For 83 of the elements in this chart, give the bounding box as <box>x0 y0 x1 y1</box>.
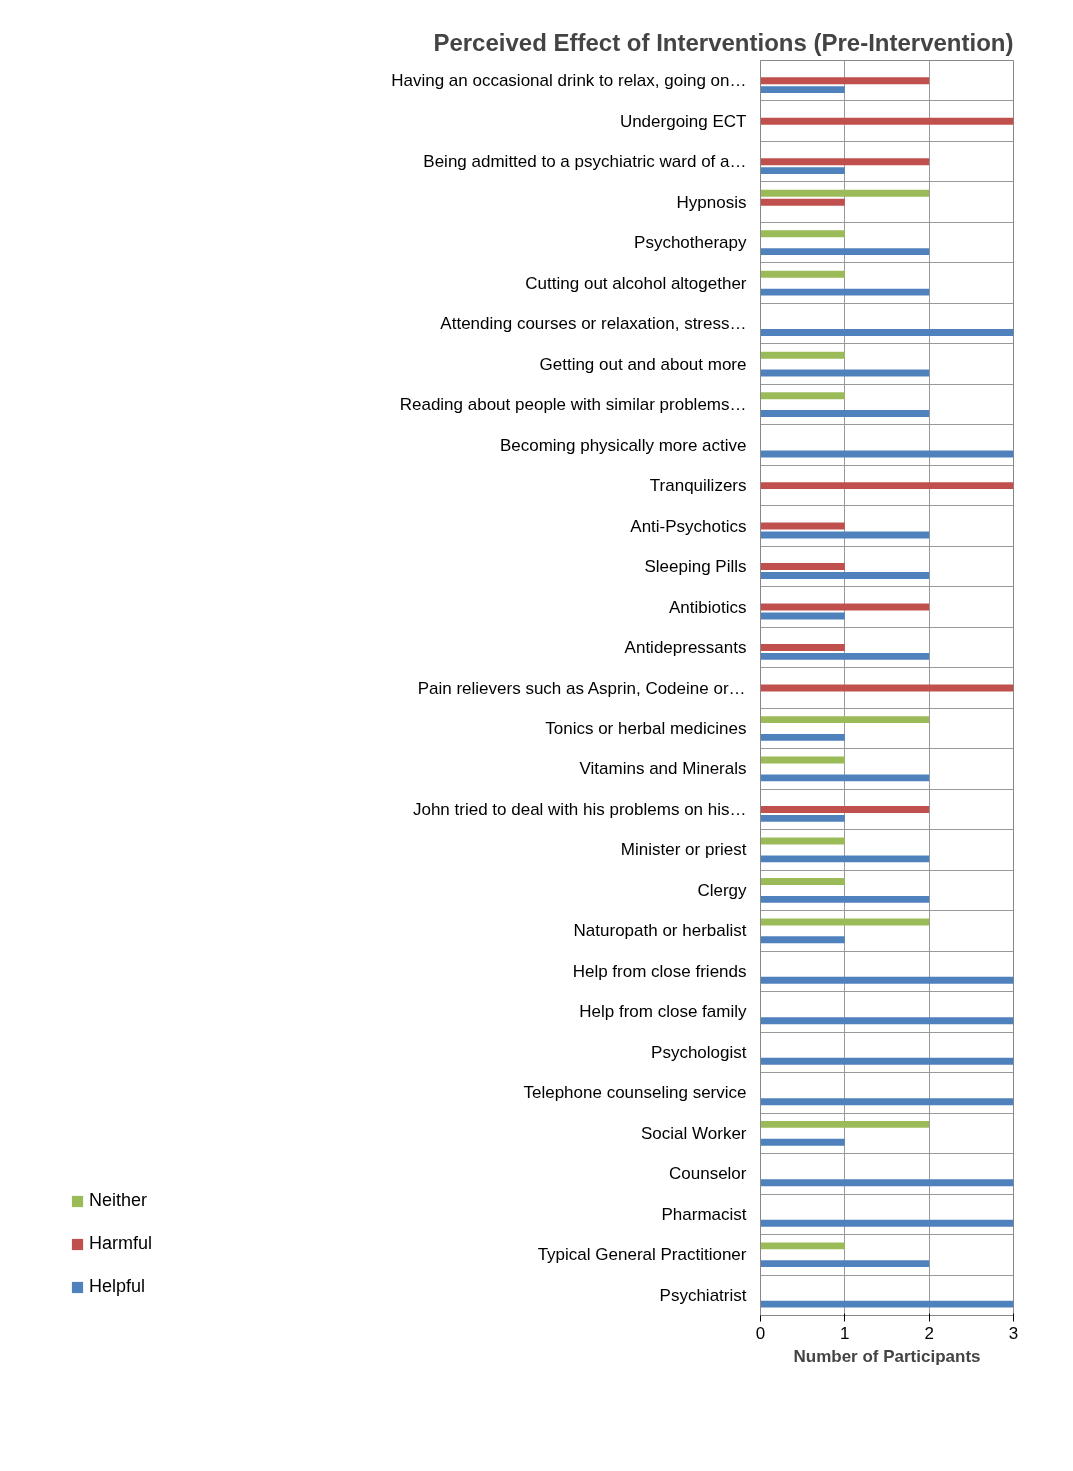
legend-label: Harmful <box>89 1233 153 1254</box>
y-tick-label: Help from close family <box>579 1002 747 1022</box>
bar <box>760 1242 845 1250</box>
y-tick-label: Hypnosis <box>676 192 747 212</box>
y-tick-label: Telephone counseling service <box>523 1083 747 1103</box>
y-tick-label: Undergoing ECT <box>619 111 747 131</box>
y-tick-label: Typical General Practitioner <box>537 1245 747 1265</box>
bar <box>760 756 845 764</box>
y-tick-label: Becoming physically more active <box>499 435 747 455</box>
bar <box>760 1260 930 1268</box>
y-tick-label: Clergy <box>697 880 747 900</box>
y-tick-label: Social Worker <box>641 1123 747 1143</box>
y-tick-label: Reading about people with similar problems… <box>399 395 747 415</box>
bar <box>760 1098 1014 1106</box>
y-tick-label: Counselor <box>669 1164 747 1184</box>
bar <box>760 158 930 166</box>
bar <box>760 855 930 863</box>
x-tick-label: 1 <box>840 1323 850 1343</box>
bar <box>760 814 845 822</box>
bar <box>760 652 930 660</box>
y-tick-label: Having an occasional drink to relax, going on… <box>391 71 747 91</box>
bar <box>760 189 930 197</box>
legend-label: Neither <box>89 1190 148 1211</box>
y-tick-label: Getting out and about more <box>539 354 747 374</box>
bar <box>760 329 1014 336</box>
bar <box>760 1120 930 1128</box>
bar <box>760 86 845 94</box>
bar <box>760 1300 1014 1308</box>
bar <box>760 117 1014 125</box>
bar <box>760 1017 1014 1025</box>
bar <box>760 77 930 85</box>
legend-label: Helpful <box>89 1276 146 1297</box>
bar <box>760 976 1014 984</box>
bar <box>760 895 930 903</box>
bar <box>760 572 930 579</box>
chart-title: Perceived Effect of Interventions (Pre-Intervention) <box>433 28 1014 56</box>
bar <box>760 351 845 359</box>
y-tick-label: Sleeping Pills <box>644 557 747 577</box>
bar <box>760 198 845 206</box>
y-tick-label: Naturopath or herbalist <box>573 921 747 941</box>
bar <box>760 522 845 530</box>
bar <box>760 167 845 175</box>
y-tick-label: Pharmacist <box>661 1204 747 1224</box>
bar <box>760 612 845 620</box>
y-tick-label: Help from close friends <box>572 961 747 981</box>
bar <box>760 563 845 570</box>
bar <box>760 716 930 724</box>
y-tick-label: Antidepressants <box>624 638 747 658</box>
bar <box>760 392 845 400</box>
y-tick-label: John tried to deal with his problems on his… <box>412 799 747 819</box>
bar <box>760 774 930 782</box>
y-tick-label: Anti-Psychotics <box>630 516 747 536</box>
bar <box>760 1179 1014 1187</box>
y-tick-label: Vitamins and Minerals <box>579 759 747 779</box>
bar <box>760 410 930 417</box>
x-tick-label: 2 <box>924 1323 934 1343</box>
y-tick-label: Psychotherapy <box>634 233 747 253</box>
x-tick-label: 0 <box>755 1323 766 1343</box>
bar <box>760 482 1014 490</box>
bar <box>760 288 930 296</box>
y-tick-label: Being admitted to a psychiatric ward of a… <box>423 152 747 172</box>
bar <box>760 644 845 651</box>
y-tick-label: Cutting out alcohol altogether <box>525 273 747 293</box>
bar <box>760 230 845 238</box>
y-tick-label: Psychiatrist <box>659 1285 747 1305</box>
y-tick-label: Pain relievers such as Asprin, Codeine or… <box>417 678 746 698</box>
bar <box>760 248 930 256</box>
bar <box>760 733 845 741</box>
bar <box>760 806 930 813</box>
y-tick-label: Psychologist <box>651 1042 747 1062</box>
x-tick-label: 3 <box>1008 1323 1019 1343</box>
bar <box>760 1057 1014 1065</box>
y-tick-label: Tonics or herbal medicines <box>545 718 747 738</box>
bar <box>760 878 845 885</box>
bar <box>760 936 845 944</box>
y-tick-label: Attending courses or relaxation, stress… <box>440 314 747 334</box>
bar <box>760 1219 1014 1227</box>
y-tick-label: Tranquilizers <box>649 476 747 496</box>
y-tick-label: Antibiotics <box>669 597 747 617</box>
x-axis-title: Number of Participants <box>793 1346 981 1366</box>
bar <box>760 1138 845 1146</box>
y-tick-label: Minister or priest <box>620 840 747 860</box>
bar <box>760 270 845 278</box>
